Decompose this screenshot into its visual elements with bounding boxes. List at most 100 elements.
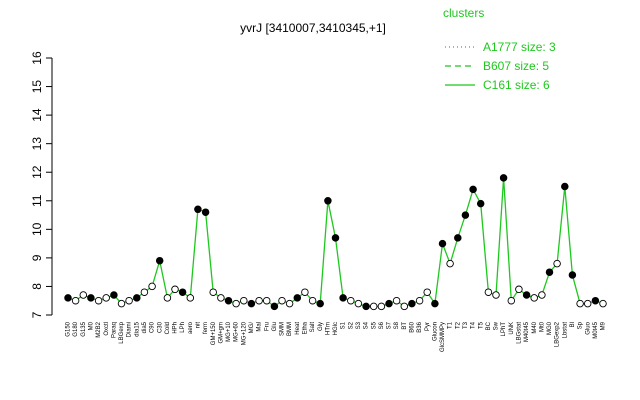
x-tick-label: T5 <box>478 321 484 329</box>
x-tick-label: Mal <box>257 322 263 332</box>
x-tick-label: Gluo <box>585 321 591 334</box>
data-point <box>499 174 508 182</box>
data-point <box>324 197 332 205</box>
data-point <box>385 299 393 308</box>
data-point <box>232 299 240 308</box>
x-tick-label: SMM <box>280 322 286 336</box>
data-point <box>140 288 149 296</box>
x-tick-label: B60 <box>410 321 416 332</box>
x-tick-label: dia5 <box>142 321 148 333</box>
x-tick-label: Gly <box>318 322 324 331</box>
data-point <box>469 185 477 194</box>
data-point <box>79 291 88 299</box>
x-tick-label: B36 <box>417 321 423 332</box>
x-tick-label: MG/ <box>249 322 255 334</box>
data-point <box>522 291 531 299</box>
data-point <box>583 299 592 308</box>
x-tick-label: C90 <box>150 321 156 333</box>
x-tick-label: Bl <box>570 322 576 327</box>
data-point <box>515 285 523 294</box>
x-tick-label: Lbstat <box>562 322 568 339</box>
x-tick-label: S7 <box>387 321 393 329</box>
x-tick-label: C30 <box>157 321 163 333</box>
x-tick-label: BC <box>486 321 492 330</box>
x-tick-label: T4 <box>471 321 477 329</box>
x-tick-label: T3 <box>463 321 469 329</box>
x-tick-label: Fru <box>264 322 270 331</box>
y-tick-label: 13 <box>30 137 44 151</box>
data-point <box>316 299 324 308</box>
data-point <box>591 296 600 305</box>
data-point <box>362 302 370 311</box>
x-tick-label: Heat <box>295 322 301 335</box>
x-tick-label: ferm <box>203 322 209 334</box>
legend-title: clusters <box>443 6 484 20</box>
x-tick-label: Salt <box>310 322 316 333</box>
data-point <box>117 299 126 308</box>
data-point <box>285 299 294 308</box>
data-point <box>331 234 340 242</box>
data-point <box>431 299 439 308</box>
data-point <box>125 296 133 305</box>
data-point <box>507 296 516 305</box>
x-tick-label: UNK <box>509 322 515 335</box>
data-point <box>545 268 554 276</box>
legend-entry-label: A1777 size: 3 <box>483 40 556 54</box>
data-point <box>255 296 263 305</box>
x-tick-label: HPh <box>173 322 179 334</box>
x-tick-label: Paraq <box>111 322 117 338</box>
data-point <box>423 288 431 296</box>
data-point <box>293 294 302 302</box>
x-tick-label: MG+120 <box>241 321 247 345</box>
data-point <box>377 302 386 311</box>
legend: clusters A1777 size: 3 B607 size: 5 C161… <box>443 6 556 92</box>
data-point <box>339 294 347 302</box>
x-tick-label: G150 <box>66 321 72 336</box>
x-tick-label: Cold <box>165 322 171 334</box>
x-tick-label: M40 <box>532 321 538 333</box>
x-tick-label: M40t45 <box>524 321 530 342</box>
x-tick-label: HTm <box>325 322 331 335</box>
data-point <box>209 288 217 296</box>
data-point <box>87 294 95 302</box>
data-point <box>262 296 271 305</box>
data-point <box>369 302 378 311</box>
x-tick-label: Pyr <box>425 322 431 331</box>
chart-title: yvrJ [3410007,3410345,+1] <box>240 21 386 35</box>
data-point <box>408 299 416 308</box>
data-point <box>71 296 80 305</box>
y-tick-label: 7 <box>30 311 44 318</box>
x-tick-label: Sp <box>578 321 584 329</box>
data-point <box>492 291 500 299</box>
x-tick-label: S1 <box>341 321 347 329</box>
data-point <box>240 296 248 305</box>
data-point <box>133 294 141 302</box>
x-tick-label: Sw <box>494 321 500 330</box>
data-point <box>438 239 447 248</box>
x-tick-label: S8 <box>394 321 400 329</box>
x-tick-label: S3 <box>356 321 362 329</box>
x-tick-label: T1 <box>448 321 454 329</box>
data-point <box>347 296 355 305</box>
data-point <box>484 288 493 296</box>
data-point <box>94 296 103 305</box>
y-tick-label: 9 <box>30 254 44 261</box>
y-tick-label: 8 <box>30 283 44 290</box>
x-tick-label: LPhT <box>501 322 507 337</box>
data-point <box>148 282 156 291</box>
data-point <box>194 205 202 214</box>
x-tick-label: M2B2 <box>96 321 102 337</box>
data-point <box>301 288 309 296</box>
x-tick-label: HGlc <box>333 322 339 335</box>
y-tick-label: 16 <box>30 51 44 65</box>
x-tick-label: M0 <box>89 321 95 330</box>
x-tick-label: GM+gm <box>218 322 224 344</box>
data-point <box>201 208 210 216</box>
y-tick-label: 12 <box>30 165 44 179</box>
x-tick-label: GM+150 <box>211 321 217 345</box>
x-tick-label: BT <box>402 322 408 330</box>
x-tick-label: Glu <box>272 322 278 331</box>
x-tick-label: MG0 <box>547 321 553 335</box>
x-tick-label: S6 <box>379 321 385 329</box>
x-tick-label: BMM <box>287 322 293 336</box>
